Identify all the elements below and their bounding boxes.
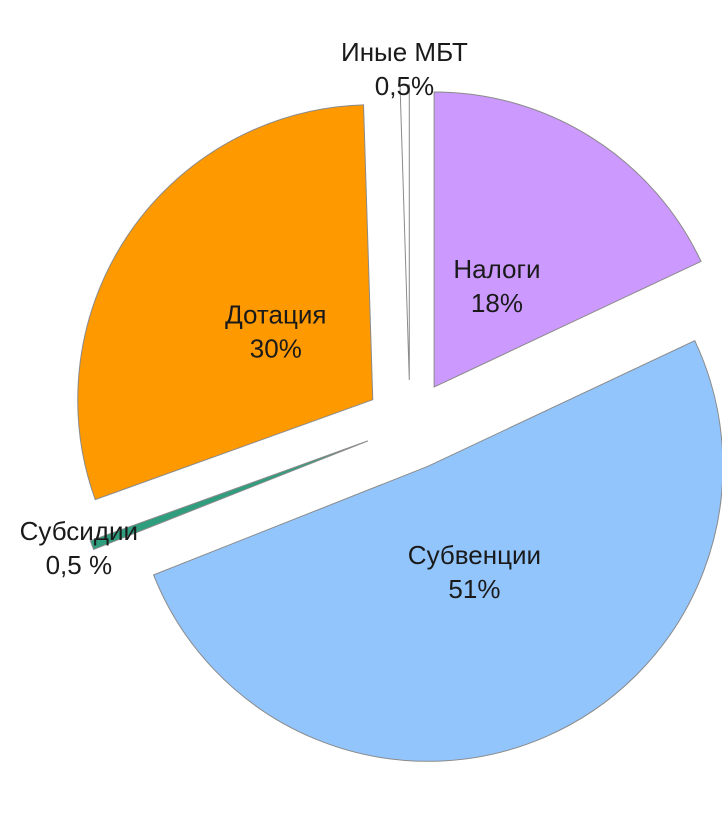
slice-label: Дотация [225,300,326,330]
slice-value-label: 30% [250,334,302,364]
pie-slice [77,104,374,501]
slice-label: Налоги [453,254,540,284]
slice-label: Субсидии [20,516,138,546]
pie-slice [152,340,722,762]
slice-value-label: 18% [471,288,523,318]
slice-label: Субвенции [408,540,541,570]
slice-value-label: 0,5 % [46,550,113,580]
slice-value-label: 51% [448,574,500,604]
slice-label: Иные МБТ [341,37,468,67]
slice-value-label: 0,5% [375,71,434,101]
pie-slice [433,91,702,388]
pie-slice [89,440,369,551]
pie-slice [399,84,410,381]
